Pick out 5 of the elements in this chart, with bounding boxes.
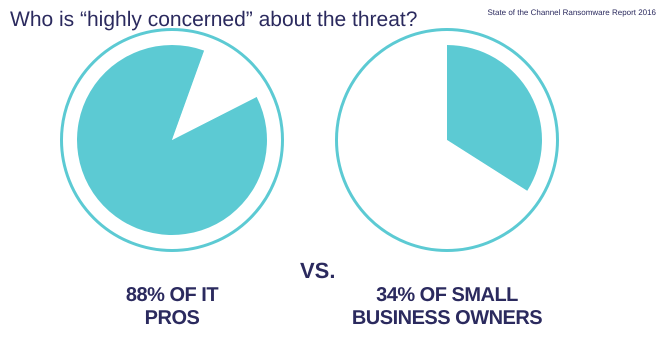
text: 34% OF SMALL BUSINESS OWNERS xyxy=(350,284,544,330)
chart-title: Who is “highly concerned” about the threat? xyxy=(10,8,418,32)
text: 88% OF IT PROS xyxy=(124,284,220,330)
text: VS. xyxy=(300,258,336,284)
text: State of the Channel Ransomware Report 2016 xyxy=(487,8,656,17)
